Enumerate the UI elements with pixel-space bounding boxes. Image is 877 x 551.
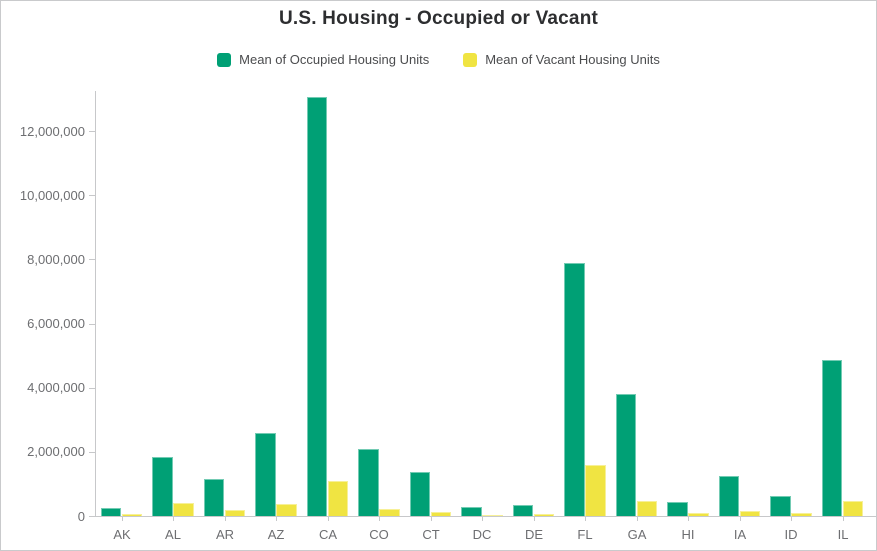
x-axis-tick bbox=[431, 516, 432, 521]
chart-title: U.S. Housing - Occupied or Vacant bbox=[278, 8, 599, 29]
bar-occupied-HI[interactable] bbox=[667, 502, 688, 516]
x-axis-label-AL: AL bbox=[165, 527, 181, 542]
bar-vacant-CT[interactable] bbox=[430, 512, 452, 516]
x-axis-label-DE: DE bbox=[524, 527, 544, 542]
x-axis-tick bbox=[843, 516, 844, 521]
y-axis-tick bbox=[89, 388, 95, 389]
x-axis-label-ID: ID bbox=[784, 527, 798, 542]
x-axis-tick bbox=[534, 516, 535, 521]
bar-occupied-IA[interactable] bbox=[718, 476, 740, 516]
bar-occupied-GA[interactable] bbox=[615, 394, 637, 516]
legend-item-occupied[interactable]: Mean of Occupied Housing Units bbox=[217, 52, 429, 67]
bar-occupied-AL[interactable] bbox=[152, 457, 173, 516]
x-axis-tick bbox=[225, 516, 226, 521]
x-axis-label-IL: IL bbox=[837, 527, 849, 542]
bar-vacant-IL[interactable] bbox=[842, 501, 864, 516]
bar-occupied-CA[interactable] bbox=[306, 97, 328, 516]
y-axis-line bbox=[95, 91, 96, 516]
bar-occupied-AK[interactable] bbox=[100, 508, 122, 516]
x-axis-tick bbox=[328, 516, 329, 521]
x-axis-tick bbox=[379, 516, 380, 521]
x-axis-tick bbox=[173, 516, 174, 521]
bar-occupied-CT[interactable] bbox=[409, 472, 431, 516]
x-axis-label-AK: AK bbox=[113, 527, 131, 542]
legend: Mean of Occupied Housing Units Mean of V… bbox=[1, 52, 876, 67]
bar-vacant-ID[interactable] bbox=[791, 513, 812, 516]
bar-vacant-DE[interactable] bbox=[533, 514, 555, 516]
x-axis-label-CO: CO bbox=[369, 527, 389, 542]
x-axis-tick bbox=[122, 516, 123, 521]
x-axis-tick bbox=[585, 516, 586, 521]
y-axis-label: 12,000,000 bbox=[19, 124, 85, 139]
y-axis-tick bbox=[89, 195, 95, 196]
bar-occupied-CO[interactable] bbox=[358, 449, 379, 516]
y-axis-label: 2,000,000 bbox=[27, 444, 85, 459]
bar-vacant-CA[interactable] bbox=[327, 481, 349, 516]
x-axis-tick bbox=[276, 516, 277, 521]
legend-label-vacant: Mean of Vacant Housing Units bbox=[485, 52, 660, 67]
legend-label-occupied: Mean of Occupied Housing Units bbox=[239, 52, 430, 67]
bar-occupied-DC[interactable] bbox=[461, 507, 482, 516]
bar-vacant-DC[interactable] bbox=[482, 515, 503, 516]
bar-occupied-AZ[interactable] bbox=[255, 433, 276, 516]
x-axis-tick bbox=[482, 516, 483, 521]
bar-vacant-AL[interactable] bbox=[173, 503, 194, 516]
x-axis-label-AZ: AZ bbox=[267, 527, 285, 542]
bar-occupied-FL[interactable] bbox=[564, 263, 585, 516]
x-axis-label-AR: AR bbox=[215, 527, 235, 542]
bar-vacant-CO[interactable] bbox=[379, 509, 400, 516]
bar-vacant-FL[interactable] bbox=[585, 465, 606, 516]
y-axis-label: 10,000,000 bbox=[19, 188, 85, 203]
bar-occupied-AR[interactable] bbox=[203, 479, 225, 516]
y-axis-tick bbox=[89, 516, 95, 517]
legend-swatch-occupied-icon bbox=[217, 52, 232, 67]
y-axis-tick bbox=[89, 131, 95, 132]
bar-vacant-HI[interactable] bbox=[688, 513, 709, 516]
bar-occupied-IL[interactable] bbox=[821, 360, 843, 516]
bar-vacant-AZ[interactable] bbox=[276, 504, 297, 516]
bar-vacant-GA[interactable] bbox=[636, 501, 658, 516]
x-axis-line bbox=[95, 516, 876, 517]
x-axis-label-IA: IA bbox=[733, 527, 747, 542]
bar-occupied-DE[interactable] bbox=[512, 505, 534, 516]
x-axis-label-DC: DC bbox=[472, 527, 492, 542]
y-axis-label: 0 bbox=[77, 509, 85, 524]
x-axis-tick bbox=[791, 516, 792, 521]
y-axis-label: 6,000,000 bbox=[27, 316, 85, 331]
legend-item-vacant[interactable]: Mean of Vacant Housing Units bbox=[463, 52, 660, 67]
x-axis-label-GA: GA bbox=[627, 527, 647, 542]
y-axis-tick bbox=[89, 324, 95, 325]
x-axis-tick bbox=[637, 516, 638, 521]
y-axis-tick bbox=[89, 452, 95, 453]
y-axis-label: 8,000,000 bbox=[27, 252, 85, 267]
bar-vacant-IA[interactable] bbox=[739, 511, 761, 516]
x-axis-tick bbox=[740, 516, 741, 521]
x-axis-label-FL: FL bbox=[577, 527, 593, 542]
bar-occupied-ID[interactable] bbox=[770, 496, 791, 516]
bar-vacant-AK[interactable] bbox=[121, 514, 143, 516]
legend-swatch-vacant-icon bbox=[463, 52, 478, 67]
y-axis-label: 4,000,000 bbox=[27, 380, 85, 395]
x-axis-label-HI: HI bbox=[681, 527, 695, 542]
x-axis-label-CA: CA bbox=[318, 527, 338, 542]
x-axis-tick bbox=[688, 516, 689, 521]
bar-vacant-AR[interactable] bbox=[224, 510, 246, 516]
y-axis-tick bbox=[89, 259, 95, 260]
x-axis-label-CT: CT bbox=[422, 527, 440, 542]
